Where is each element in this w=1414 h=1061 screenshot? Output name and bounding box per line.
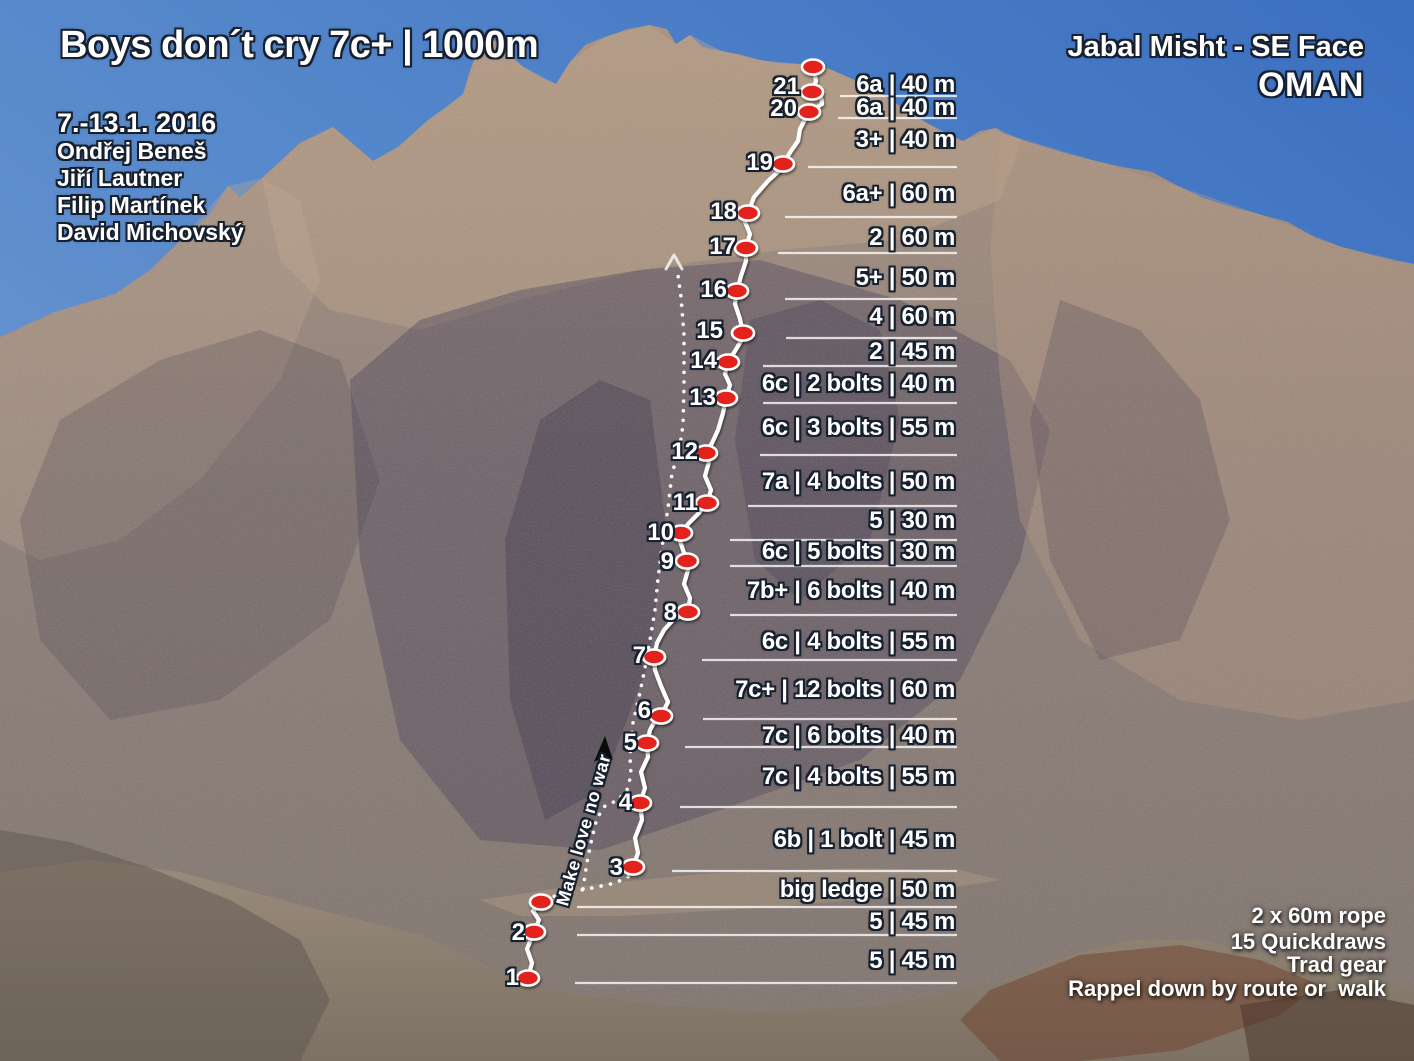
- belay-dot: [620, 858, 646, 876]
- belay-dot: [796, 103, 822, 121]
- scree-slope: [0, 830, 1414, 1061]
- belay-dot: [715, 353, 741, 371]
- belay-number: 15: [696, 317, 723, 344]
- belay-dot: [627, 794, 653, 812]
- pitch-label: 4 | 60 m: [869, 303, 955, 330]
- belay-dot: [799, 83, 825, 101]
- belay-number: 8: [663, 599, 677, 626]
- pitch-label: 5 | 45 m: [869, 947, 955, 974]
- team-member: Jiří Lautner: [57, 165, 183, 191]
- pitch-label: 2 | 45 m: [869, 338, 955, 365]
- belay-number: 20: [770, 95, 797, 122]
- pitch-label: 6a+ | 60 m: [842, 180, 956, 207]
- belay-number: 17: [709, 233, 736, 260]
- belay-dots: [515, 58, 826, 987]
- pitch-label: 3+ | 40 m: [855, 126, 956, 153]
- pitch-label: 7c | 4 bolts | 55 m: [761, 763, 955, 790]
- belay-number: 2: [511, 919, 525, 946]
- gear-note: 15 Quickdraws: [1230, 929, 1386, 954]
- pitch-label: 7a | 4 bolts | 50 m: [761, 468, 955, 495]
- ascent-date: 7.-13.1. 2016: [57, 108, 217, 138]
- belay-dot: [634, 734, 660, 752]
- pitch-separator-lines: [575, 94, 957, 985]
- belay-number: 14: [690, 347, 717, 374]
- pitch-label: 2 | 60 m: [869, 224, 955, 251]
- belay-number: 6: [637, 697, 651, 724]
- belay-number: 12: [671, 438, 698, 465]
- belay-dot: [668, 524, 694, 542]
- pitch-label: 6a | 40 m: [856, 94, 955, 121]
- pitch-label: 7c+ | 12 bolts | 60 m: [735, 676, 955, 703]
- up-arrow-icon: [594, 736, 613, 770]
- belay-number: 21: [773, 73, 800, 100]
- pitch-label: 5 | 30 m: [869, 507, 955, 534]
- belay-dot: [648, 707, 674, 725]
- belay-number: 9: [660, 548, 674, 575]
- pitch-label: 5+ | 50 m: [855, 264, 956, 291]
- belay-number: 4: [618, 789, 632, 816]
- belay-dot: [675, 603, 701, 621]
- direction-chevron-icon: [664, 253, 684, 271]
- route-title: Boys don´t cry 7c+ | 1000m: [60, 24, 539, 66]
- belay-dot: [713, 389, 739, 407]
- gear-note: Trad gear: [1286, 952, 1386, 977]
- team-member: Ondřej Beneš: [57, 138, 207, 164]
- belay-dot: [730, 324, 756, 342]
- pitch-label: 6a | 40 m: [856, 71, 955, 98]
- team-member: Filip Martínek: [57, 192, 206, 218]
- gear-note: 2 x 60m rope: [1251, 903, 1386, 928]
- belay-dot: [641, 648, 667, 666]
- team-member: David Michovský: [57, 219, 244, 245]
- belay-dot: [521, 923, 547, 941]
- descent-note: Rappel down by route or walk: [1068, 976, 1386, 1001]
- belay-number: 3: [609, 854, 623, 881]
- belay-number: 16: [700, 276, 727, 303]
- belay-number: 18: [710, 198, 737, 225]
- belay-number: 11: [672, 489, 698, 516]
- pitch-label: 6c | 2 bolts | 40 m: [761, 370, 955, 397]
- belay-dot: [693, 444, 719, 462]
- belay-number: 13: [689, 384, 716, 411]
- belay-dot: [515, 969, 541, 987]
- pitch-label: 7c | 6 bolts | 40 m: [761, 722, 955, 749]
- country-label: OMAN: [1258, 66, 1364, 104]
- belay-number: 10: [647, 519, 674, 546]
- pitch-label: 7b+ | 6 bolts | 40 m: [746, 577, 955, 604]
- pitch-label: 6c | 4 bolts | 55 m: [761, 628, 955, 655]
- belay-number: 7: [632, 642, 646, 669]
- pitch-label: 6c | 5 bolts | 30 m: [761, 538, 955, 565]
- belay-dot: [770, 155, 796, 173]
- belay-dot: [733, 239, 759, 257]
- ledge-traverse-line: [543, 868, 634, 901]
- pitch-label: big ledge | 50 m: [779, 876, 956, 903]
- belay-number: 1: [505, 964, 519, 991]
- pitch-label: 6b | 1 bolt | 45 m: [773, 826, 956, 853]
- belay-dot: [735, 204, 761, 222]
- belay-dot: [528, 893, 554, 911]
- belay-dot: [694, 494, 720, 512]
- belay-dot: [800, 58, 826, 76]
- belay-dot: [674, 552, 700, 570]
- pitch-label: 5 | 45 m: [869, 908, 955, 935]
- location-title: Jabal Misht - SE Face: [1067, 31, 1364, 63]
- belay-number: 19: [746, 149, 773, 176]
- pitch-label: 6c | 3 bolts | 55 m: [761, 414, 955, 441]
- belay-number: 5: [623, 729, 637, 756]
- belay-dot: [724, 282, 750, 300]
